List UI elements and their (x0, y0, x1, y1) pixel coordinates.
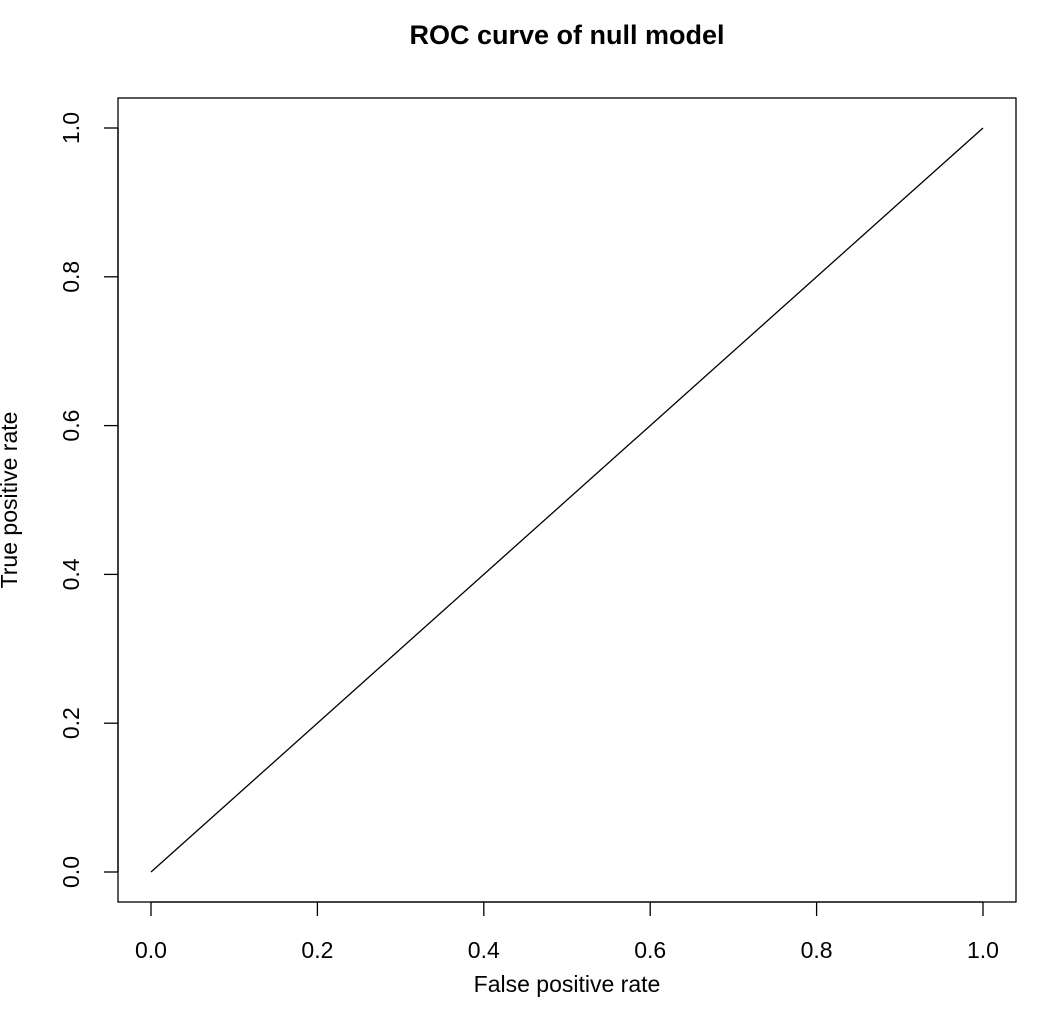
y-tick-label: 0.0 (58, 856, 84, 888)
x-tick-label: 0.8 (801, 937, 833, 963)
x-tick-label: 1.0 (967, 937, 999, 963)
y-tick-label: 0.8 (58, 261, 84, 293)
y-tick-label: 0.6 (58, 410, 84, 442)
plot-lines (150, 127, 984, 873)
x-axis-label: False positive rate (474, 971, 661, 997)
y-tick-label: 0.2 (58, 707, 84, 739)
x-axis: 0.0 0.2 0.4 0.6 0.8 1.0 (135, 901, 999, 963)
roc-line (150, 127, 984, 873)
x-tick-label: 0.6 (634, 937, 666, 963)
x-tick-label: 0.0 (135, 937, 167, 963)
y-axis: 0.0 0.2 0.4 0.6 0.8 1.0 (58, 112, 119, 888)
y-axis-label: True positive rate (0, 412, 22, 589)
y-tick-label: 0.4 (58, 558, 84, 590)
x-tick-label: 0.2 (301, 937, 333, 963)
y-tick-label: 1.0 (58, 112, 84, 144)
chart-title: ROC curve of null model (409, 20, 724, 50)
x-tick-label: 0.4 (468, 937, 500, 963)
